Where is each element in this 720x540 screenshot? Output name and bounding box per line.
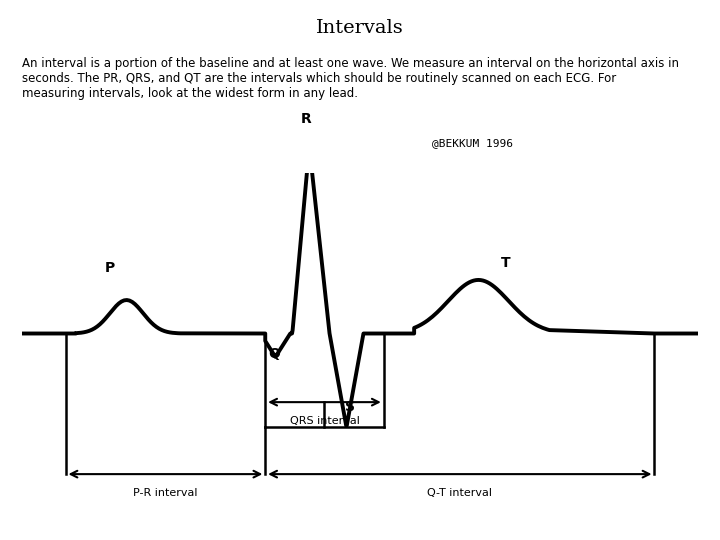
Text: T: T — [500, 256, 510, 270]
Text: An interval is a portion of the baseline and at least one wave. We measure an in: An interval is a portion of the baseline… — [22, 57, 679, 100]
Text: R: R — [300, 112, 311, 126]
Text: Q: Q — [269, 347, 281, 361]
Text: Intervals: Intervals — [316, 19, 404, 37]
Text: Q-T interval: Q-T interval — [428, 488, 492, 497]
Text: P: P — [104, 261, 114, 275]
Text: @BEKKUM 1996: @BEKKUM 1996 — [432, 138, 513, 148]
Text: QRS interval: QRS interval — [289, 416, 359, 426]
Text: S: S — [345, 401, 355, 415]
Text: P-R interval: P-R interval — [133, 488, 198, 497]
